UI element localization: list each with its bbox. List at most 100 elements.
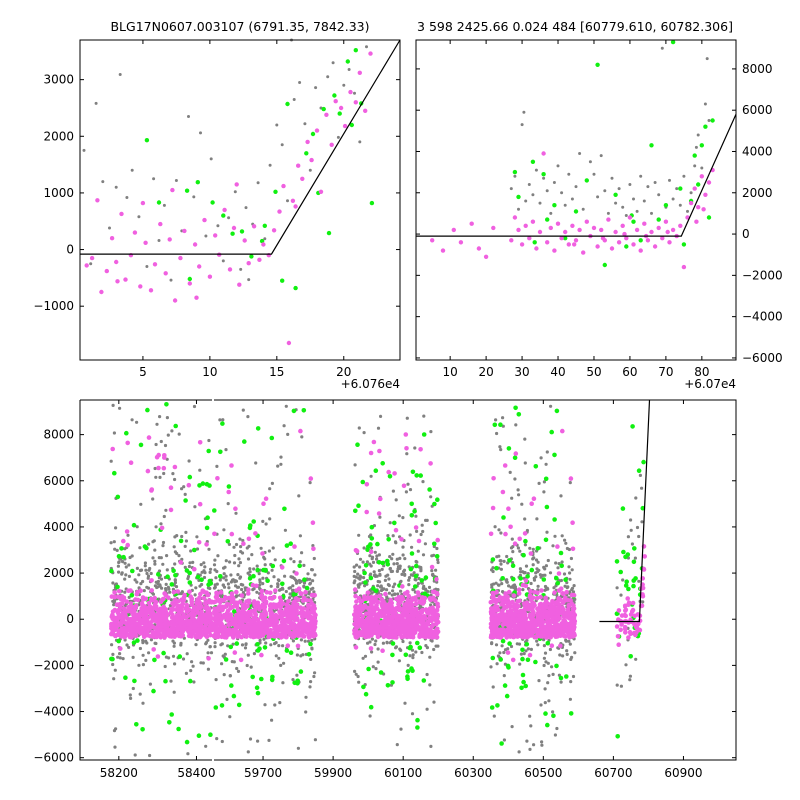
data-point-gray: [414, 559, 418, 564]
data-point-gray: [283, 574, 287, 578]
data-point-gray: [229, 573, 233, 577]
data-point-gray: [369, 564, 373, 568]
data-point-gray: [113, 745, 117, 749]
data-point-gray: [550, 665, 554, 669]
data-point-gray: [510, 725, 514, 729]
data-point-gray: [226, 644, 230, 648]
data-point-gray: [650, 211, 653, 215]
data-point-gray: [523, 437, 527, 441]
data-point-magenta: [255, 617, 261, 623]
data-point-magenta: [234, 182, 239, 187]
data-point-magenta: [363, 634, 368, 640]
data-point-green: [506, 446, 512, 451]
data-point-magenta: [197, 595, 202, 601]
data-point-gray: [406, 482, 410, 486]
data-point-magenta: [386, 469, 392, 475]
data-point-magenta: [198, 591, 203, 597]
data-point-gray: [391, 589, 395, 593]
data-point-gray: [552, 181, 556, 184]
data-point-magenta: [185, 621, 190, 626]
data-point-gray: [139, 582, 143, 586]
data-point-green: [255, 642, 260, 647]
data-point-magenta: [293, 631, 299, 637]
data-point-magenta: [251, 224, 257, 229]
data-point-magenta: [212, 531, 217, 537]
data-point-gray: [209, 157, 213, 161]
data-point-green: [249, 254, 254, 259]
data-point-green: [427, 487, 432, 492]
data-point-gray: [223, 652, 227, 656]
data-point-gray: [222, 572, 226, 576]
data-point-magenta: [434, 577, 439, 582]
data-point-gray: [422, 414, 426, 418]
data-point-magenta: [299, 618, 305, 623]
data-point-magenta: [229, 463, 234, 468]
data-point-magenta: [389, 615, 395, 620]
data-point-magenta: [215, 476, 220, 481]
data-point-magenta: [233, 617, 238, 622]
data-point-magenta: [174, 614, 179, 620]
data-point-gray: [199, 563, 203, 567]
data-point-gray: [139, 568, 144, 572]
data-point-magenta: [218, 590, 224, 595]
data-point-magenta: [302, 634, 307, 639]
data-point-gray: [410, 712, 415, 716]
data-point-magenta: [288, 621, 294, 627]
data-point-gray: [336, 135, 340, 139]
data-point-gray: [308, 581, 312, 585]
data-point-green: [373, 468, 379, 474]
data-point-gray: [120, 572, 124, 576]
data-point-gray: [237, 564, 241, 568]
data-point-magenta: [113, 621, 119, 626]
data-point-gray: [369, 474, 373, 478]
data-point-gray: [222, 528, 226, 532]
data-point-gray: [228, 715, 232, 719]
data-point-gray: [430, 639, 434, 643]
data-point-gray: [373, 550, 377, 554]
data-point-green: [223, 657, 229, 662]
data-point-gray: [138, 692, 142, 696]
data-point-gray: [149, 638, 153, 642]
data-point-gray: [570, 197, 574, 201]
data-point-gray: [432, 647, 436, 652]
data-point-magenta: [244, 613, 250, 618]
data-point-green: [288, 541, 294, 546]
data-point-green: [489, 705, 495, 710]
data-point-green: [176, 726, 181, 732]
data-point-green: [132, 678, 137, 684]
data-point-green: [378, 670, 384, 675]
data-point-gray: [419, 532, 423, 537]
data-point-gray: [308, 168, 312, 172]
data-point-gray: [195, 547, 200, 551]
data-point-gray: [288, 586, 292, 590]
data-point-magenta: [231, 225, 237, 231]
data-point-gray: [489, 665, 493, 669]
data-point-gray: [357, 533, 361, 537]
data-point-gray: [542, 480, 547, 484]
data-point-gray: [513, 174, 517, 178]
data-point-gray: [565, 649, 569, 653]
data-point-magenta: [273, 588, 278, 593]
data-point-magenta: [186, 482, 192, 488]
data-point-magenta: [310, 593, 315, 598]
data-point-magenta: [239, 609, 245, 615]
data-point-gray: [127, 574, 131, 579]
data-point-magenta: [613, 229, 618, 235]
data-point-gray: [152, 539, 156, 543]
data-point-gray: [516, 488, 520, 492]
data-point-gray: [117, 560, 121, 565]
data-point-gray: [395, 562, 399, 566]
data-point-magenta: [190, 615, 195, 620]
data-point-green: [218, 449, 223, 455]
data-point-magenta: [285, 643, 291, 648]
data-point-gray: [543, 701, 547, 705]
data-point-magenta: [396, 615, 401, 620]
data-point-gray: [167, 656, 171, 660]
data-point-magenta: [164, 632, 170, 637]
data-point-magenta: [192, 566, 197, 572]
data-point-gray: [138, 646, 142, 651]
data-point-magenta: [606, 217, 611, 222]
data-point-magenta: [397, 631, 403, 637]
data-point-green: [613, 192, 618, 197]
data-point-gray: [403, 557, 407, 561]
